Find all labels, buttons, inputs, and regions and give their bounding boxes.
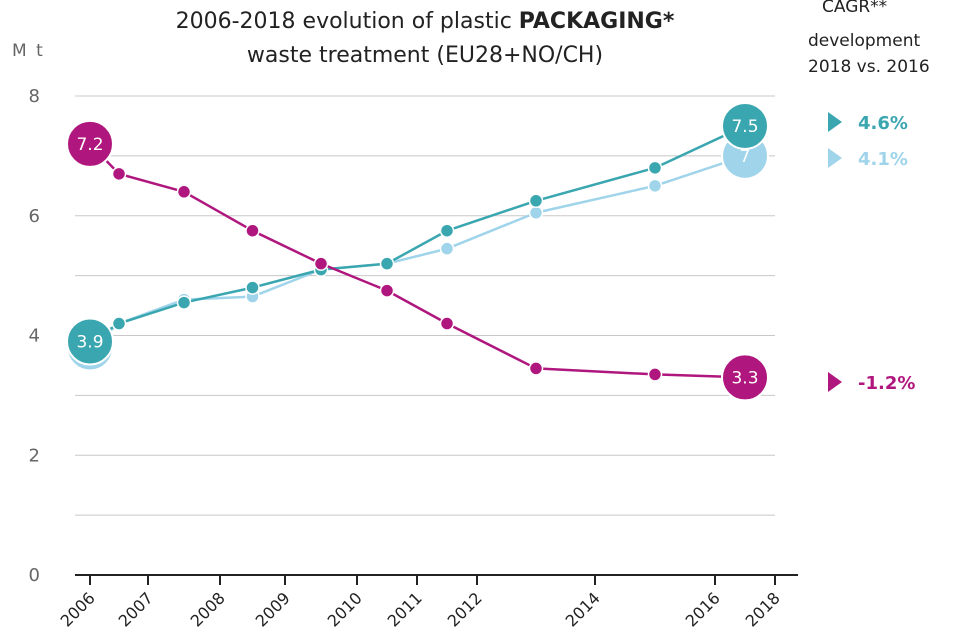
x-tick-label: 2016	[682, 588, 724, 630]
value-bubble-magenta	[721, 353, 769, 402]
series-line-magenta	[89, 143, 746, 379]
data-point-dark_teal	[245, 280, 260, 295]
cagr-arrow-icon	[828, 112, 842, 132]
data-point-magenta	[313, 256, 329, 271]
series-line-dark_teal	[89, 124, 746, 343]
x-tick-label: 2008	[187, 588, 229, 630]
y-tick-label: 4	[29, 326, 40, 347]
cagr-value-light_blue: 4.1%	[858, 149, 908, 170]
cagr-header-line2: development	[808, 31, 920, 51]
data-point-dark_teal	[379, 256, 395, 271]
x-tick-label: 2010	[324, 588, 366, 630]
y-tick-label: 0	[29, 565, 40, 586]
data-point-magenta	[439, 316, 455, 331]
value-bubble-dark_teal	[721, 101, 769, 150]
data-point-dark_teal	[111, 316, 127, 331]
y-axis-unit-label: M t	[12, 41, 45, 61]
data-point-dark_teal	[528, 193, 544, 209]
data-point-light_blue	[528, 205, 544, 221]
cagr-value-magenta: -1.2%	[858, 373, 915, 394]
cagr-layer: 4.6% 4.1% -1.2%	[828, 112, 915, 394]
cagr-header-line1: CAGR**	[822, 0, 887, 17]
data-point-light_blue	[439, 241, 455, 256]
x-tick-label: 2006	[57, 588, 99, 630]
data-point-light_blue	[647, 178, 663, 194]
data-point-dark_teal	[439, 223, 455, 238]
data-point-magenta	[379, 283, 395, 298]
value-label-dark_teal: 3.9	[76, 332, 103, 352]
x-tick-label: 2012	[444, 588, 486, 630]
x-tick-label: 2007	[115, 588, 157, 630]
axis-layer: 0 2 4 6 8 2006 2007 2008 2009 2010 2011 2012 2014 201…	[29, 86, 798, 631]
data-point-magenta	[528, 361, 544, 376]
value-label-light_blue: 7	[740, 147, 751, 167]
data-point-magenta	[111, 166, 127, 182]
x-tick-label: 2011	[384, 588, 426, 630]
cagr-value-dark_teal: 4.6%	[858, 113, 908, 134]
series-layer	[89, 124, 746, 382]
x-tick-label: 2018	[742, 588, 784, 630]
grid-layer	[75, 95, 775, 516]
cagr-arrow-icon	[828, 372, 842, 392]
cagr-arrow-icon	[828, 148, 842, 168]
x-tick-label: 2009	[252, 588, 294, 630]
value-label-dark_teal: 7.5	[731, 117, 758, 137]
value-bubble-magenta	[66, 119, 114, 168]
chart-title-line1: 2006-2018 evolution of plastic PACKAGING…	[176, 9, 675, 34]
series-line-light_blue	[89, 154, 746, 349]
value-label-magenta: 7.2	[76, 135, 103, 155]
data-point-dark_teal	[647, 160, 663, 176]
data-point-magenta	[647, 367, 663, 382]
label-layer: 3.873.97.57.23.3	[66, 101, 769, 402]
chart-title-emphasis: PACKAGING*	[519, 9, 675, 34]
chart-title-prefix: 2006-2018 evolution of plastic	[176, 9, 512, 34]
chart-title-line2: waste treatment (EU28+NO/CH)	[247, 43, 603, 68]
data-point-magenta	[245, 223, 260, 238]
data-point-dark_teal	[176, 295, 192, 310]
x-tick-label: 2014	[562, 588, 604, 630]
data-point-magenta	[176, 184, 192, 200]
y-tick-label: 8	[29, 86, 40, 107]
y-tick-label: 2	[29, 445, 40, 466]
y-tick-label: 6	[29, 206, 40, 227]
cagr-header-line3: 2018 vs. 2016	[808, 57, 930, 77]
value-bubble-dark_teal	[66, 317, 114, 366]
value-label-magenta: 3.3	[731, 368, 758, 388]
